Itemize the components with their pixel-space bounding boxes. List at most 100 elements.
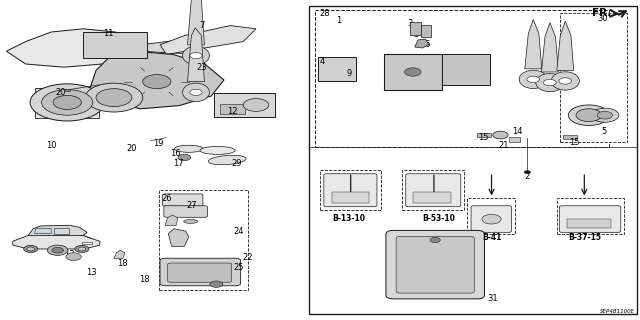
Text: 19: 19 <box>153 140 163 148</box>
Polygon shape <box>54 228 69 234</box>
FancyBboxPatch shape <box>396 236 474 293</box>
Circle shape <box>430 237 440 243</box>
Bar <box>567 219 611 228</box>
Bar <box>332 192 369 203</box>
Bar <box>320 170 381 210</box>
Bar <box>557 198 624 234</box>
Text: 23: 23 <box>196 63 207 72</box>
Bar <box>82 242 92 244</box>
Polygon shape <box>28 225 87 236</box>
FancyBboxPatch shape <box>168 263 232 282</box>
Text: 6: 6 <box>424 40 429 49</box>
Text: 27: 27 <box>187 201 198 210</box>
Bar <box>83 32 147 58</box>
Circle shape <box>524 171 531 174</box>
Bar <box>309 6 637 314</box>
FancyBboxPatch shape <box>386 230 484 299</box>
Text: 26: 26 <box>161 194 172 203</box>
Text: 14: 14 <box>512 127 522 136</box>
Bar <box>214 93 275 117</box>
Circle shape <box>78 247 86 251</box>
Circle shape <box>576 109 602 122</box>
Circle shape <box>24 245 38 252</box>
Bar <box>477 133 491 137</box>
Circle shape <box>210 281 223 287</box>
Circle shape <box>493 131 508 139</box>
Text: 11: 11 <box>104 29 114 38</box>
Text: 17: 17 <box>173 159 184 168</box>
Circle shape <box>527 76 540 83</box>
Text: 31: 31 <box>488 294 498 303</box>
Text: 21: 21 <box>499 141 509 150</box>
Text: B-53-10: B-53-10 <box>422 214 455 223</box>
Polygon shape <box>188 28 204 82</box>
Text: 18: 18 <box>118 259 128 268</box>
Bar <box>64 89 70 91</box>
Text: 5: 5 <box>601 127 606 136</box>
Text: 10: 10 <box>46 141 56 150</box>
Circle shape <box>190 89 202 95</box>
Circle shape <box>30 84 104 121</box>
Text: 12: 12 <box>227 108 237 116</box>
Text: 20: 20 <box>56 88 66 97</box>
Text: 13: 13 <box>64 250 74 259</box>
Circle shape <box>85 83 143 112</box>
Text: 7: 7 <box>199 21 204 30</box>
Text: FR.: FR. <box>592 8 618 18</box>
Ellipse shape <box>182 46 209 65</box>
Text: 18: 18 <box>139 275 149 284</box>
Circle shape <box>66 253 81 260</box>
Circle shape <box>543 79 556 86</box>
Bar <box>442 54 490 85</box>
Polygon shape <box>557 21 573 70</box>
Text: 20: 20 <box>126 144 136 153</box>
Ellipse shape <box>200 146 236 154</box>
Circle shape <box>243 99 269 111</box>
Text: 29: 29 <box>232 159 242 168</box>
FancyBboxPatch shape <box>559 206 621 232</box>
Polygon shape <box>35 228 51 234</box>
Polygon shape <box>541 23 558 72</box>
Ellipse shape <box>519 70 547 89</box>
Text: 1: 1 <box>337 16 342 25</box>
Bar <box>467 198 515 234</box>
Polygon shape <box>188 0 204 45</box>
Bar <box>413 192 451 203</box>
Circle shape <box>53 95 81 109</box>
Ellipse shape <box>551 72 579 90</box>
Text: 30: 30 <box>598 14 608 23</box>
Bar <box>509 137 520 142</box>
Polygon shape <box>141 38 211 54</box>
Circle shape <box>96 89 132 107</box>
FancyBboxPatch shape <box>164 206 207 217</box>
Bar <box>402 170 464 210</box>
Text: 15: 15 <box>570 138 580 147</box>
Text: B-13-10: B-13-10 <box>332 214 365 223</box>
Text: 2: 2 <box>524 172 529 181</box>
Text: 24: 24 <box>234 228 244 236</box>
Circle shape <box>482 214 501 224</box>
FancyBboxPatch shape <box>406 174 461 207</box>
Polygon shape <box>525 20 541 69</box>
Text: 15: 15 <box>478 133 488 142</box>
Polygon shape <box>168 229 189 246</box>
FancyBboxPatch shape <box>324 174 377 207</box>
Circle shape <box>42 90 93 115</box>
Circle shape <box>559 78 572 84</box>
Text: 4: 4 <box>319 57 324 66</box>
Circle shape <box>143 75 171 89</box>
Circle shape <box>568 105 609 125</box>
Circle shape <box>190 52 202 59</box>
Bar <box>220 104 245 114</box>
Polygon shape <box>6 29 154 67</box>
Circle shape <box>52 247 63 253</box>
Polygon shape <box>90 51 224 109</box>
Text: 3: 3 <box>413 30 419 39</box>
Text: 25: 25 <box>234 263 244 272</box>
Text: B-37-15: B-37-15 <box>568 233 601 242</box>
Text: 22: 22 <box>242 253 252 262</box>
Bar <box>318 57 356 81</box>
Polygon shape <box>160 26 256 54</box>
FancyBboxPatch shape <box>163 194 203 206</box>
Text: SEP4B1100E: SEP4B1100E <box>600 308 636 314</box>
